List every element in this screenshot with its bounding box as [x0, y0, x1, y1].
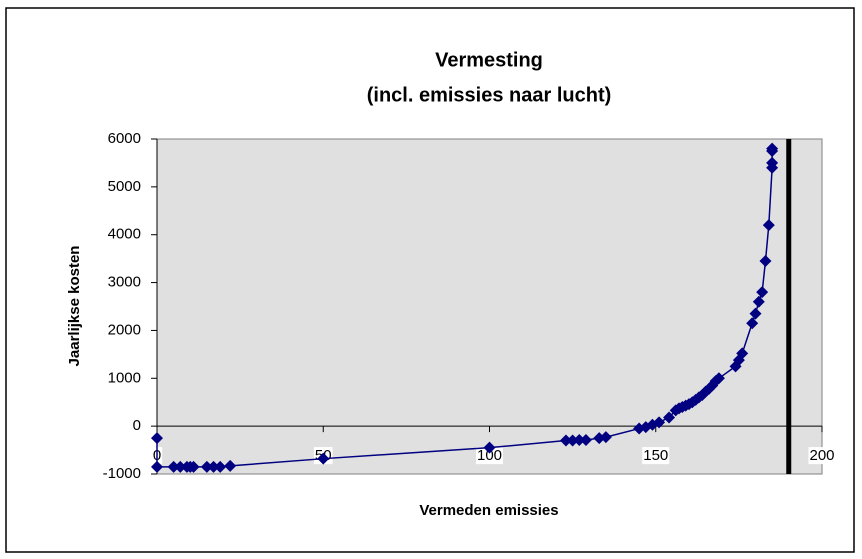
data-point [736, 347, 749, 360]
y-tick-label: 5000 [108, 178, 141, 195]
data-point [573, 434, 586, 447]
data-point [167, 460, 180, 473]
y-tick-label: 2000 [108, 321, 141, 338]
data-point [712, 372, 725, 385]
y-tick-label: 3000 [108, 274, 141, 291]
data-point [151, 432, 163, 445]
data-point [187, 460, 200, 473]
data-point [766, 156, 779, 169]
data-point [214, 460, 227, 473]
data-point [483, 441, 496, 454]
x-tick-group: 150 [642, 447, 670, 465]
data-point [599, 431, 612, 444]
data-point [224, 459, 237, 472]
data-point [151, 460, 163, 473]
data-point [756, 286, 769, 299]
data-point [200, 460, 213, 473]
x-tick-label: 100 [477, 447, 502, 464]
data-point [749, 307, 762, 320]
y-tick-label: 0 [133, 417, 141, 434]
y-tick-label: 4000 [108, 226, 141, 243]
plot-area [156, 138, 823, 475]
data-point [752, 295, 765, 308]
data-point [579, 434, 592, 447]
y-axis-title: Jaarlijkse kosten [66, 246, 83, 367]
x-tick-label: 200 [809, 447, 834, 464]
y-tick-label: 6000 [108, 130, 141, 147]
data-point [746, 317, 759, 330]
data-point [559, 434, 572, 447]
x-tick-group: 200 [808, 447, 836, 465]
data-point [174, 460, 187, 473]
x-tick-label-bg [808, 447, 836, 465]
data-point [762, 219, 775, 232]
data-point [663, 411, 676, 424]
data-point [759, 255, 772, 268]
data-point [207, 460, 220, 473]
data-point [766, 142, 779, 155]
y-tick-label: -1000 [103, 465, 141, 482]
x-tick-group: 100 [475, 447, 504, 465]
chart-title: Vermesting [435, 49, 543, 71]
data-point [317, 452, 330, 465]
x-axis-title: Vermeden emissies [419, 502, 558, 519]
data-point [566, 434, 579, 447]
chart-subtitle: (incl. emissies naar lucht) [367, 84, 612, 106]
y-tick-label: 1000 [108, 369, 141, 386]
x-tick-label: 150 [643, 447, 668, 464]
data-point [653, 416, 666, 429]
x-tick-label-bg [642, 447, 670, 465]
x-tick-label-bg [475, 447, 504, 465]
